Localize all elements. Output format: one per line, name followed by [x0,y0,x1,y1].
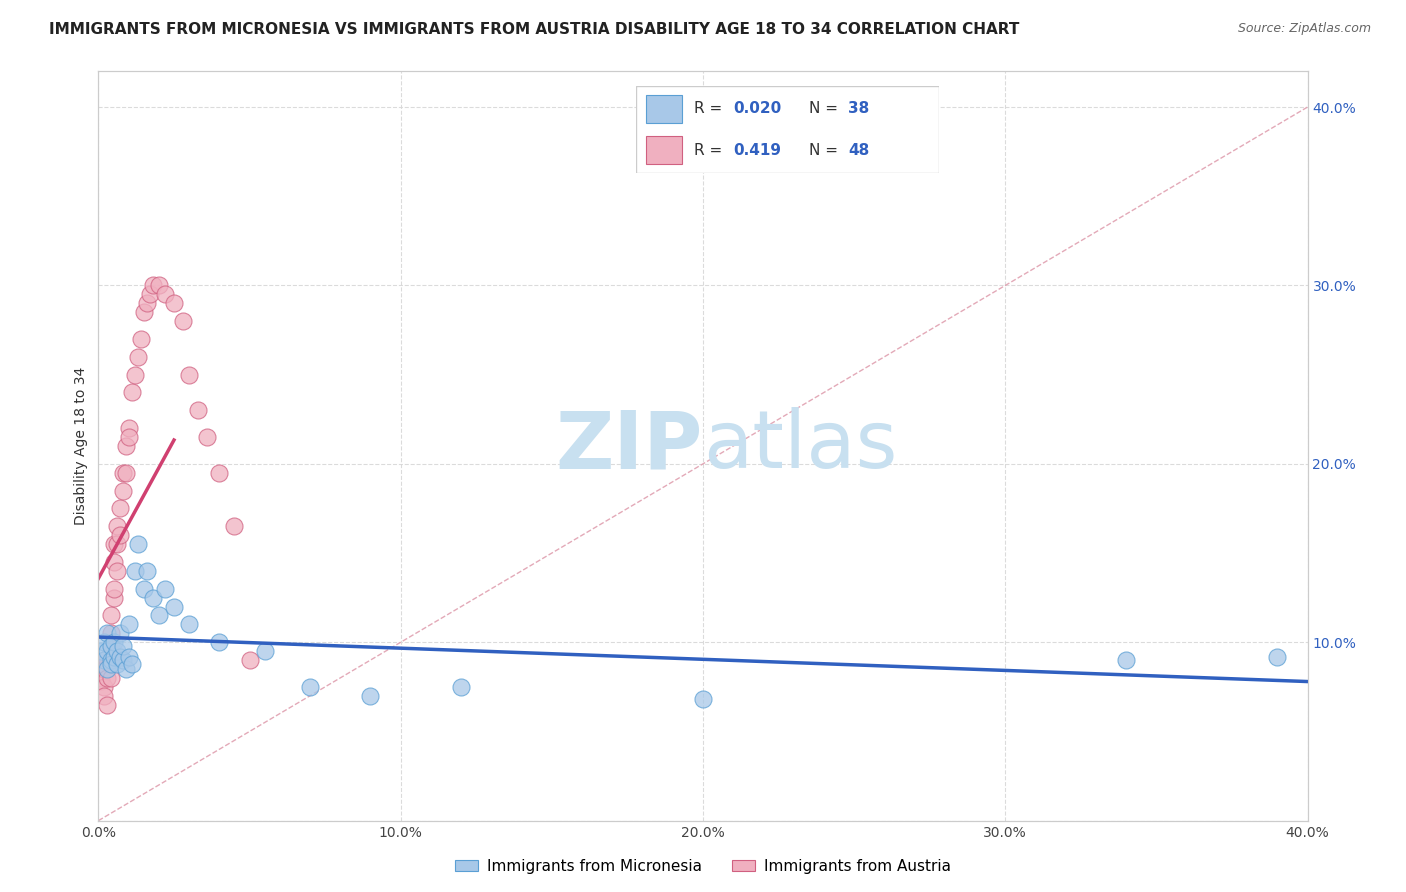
Point [111,639,134,653]
Point [239,653,262,667]
Point [100,657,122,671]
Point [114,466,136,480]
Point [129,332,152,346]
Point [118,421,141,435]
Point [103,635,125,649]
Point [253,644,276,658]
Point [111,483,134,498]
Point [118,617,141,632]
Point [121,657,143,671]
Point [132,305,155,319]
Point [124,564,146,578]
Point [208,635,231,649]
Point [103,537,125,551]
Point [142,591,165,605]
Point [360,689,382,703]
Point [127,350,149,364]
Point [127,537,149,551]
Point [90,674,112,689]
Point [90,662,112,676]
Point [90,671,112,685]
Point [148,278,170,293]
Point [100,608,122,623]
Point [96,653,118,667]
Point [105,537,128,551]
Point [111,653,134,667]
Point [105,564,128,578]
Text: atlas: atlas [703,407,897,485]
Point [1267,649,1289,664]
Point [108,626,131,640]
Point [93,635,115,649]
Point [103,591,125,605]
Point [450,680,472,694]
Point [299,680,322,694]
Point [96,644,118,658]
Point [124,368,146,382]
Point [187,403,209,417]
Point [103,555,125,569]
Point [93,653,115,667]
Text: ZIP: ZIP [555,407,703,485]
Point [105,519,128,533]
Point [163,296,186,310]
Y-axis label: Disability Age 18 to 34: Disability Age 18 to 34 [75,367,89,525]
Point [163,599,186,614]
Text: Source: ZipAtlas.com: Source: ZipAtlas.com [1237,22,1371,36]
Point [153,582,176,596]
Point [111,466,134,480]
Point [692,692,714,706]
Point [208,466,231,480]
Point [103,582,125,596]
Point [100,639,122,653]
Text: IMMIGRANTS FROM MICRONESIA VS IMMIGRANTS FROM AUSTRIA DISABILITY AGE 18 TO 34 CO: IMMIGRANTS FROM MICRONESIA VS IMMIGRANTS… [49,22,1019,37]
Point [135,296,157,310]
Point [100,644,122,658]
Point [90,644,112,658]
Point [121,385,143,400]
Point [96,698,118,712]
Point [114,439,136,453]
Point [139,287,162,301]
Point [224,519,246,533]
Point [93,680,115,694]
Point [96,626,118,640]
Point [96,662,118,676]
Point [100,653,122,667]
Point [135,564,157,578]
Point [118,430,141,444]
Point [96,662,118,676]
Point [114,662,136,676]
Legend: Immigrants from Micronesia, Immigrants from Austria: Immigrants from Micronesia, Immigrants f… [449,853,957,880]
Point [93,689,115,703]
Point [93,662,115,676]
Point [142,278,165,293]
Point [93,653,115,667]
Point [105,644,128,658]
Point [148,608,170,623]
Point [100,626,122,640]
Point [179,617,201,632]
Point [195,430,218,444]
Point [132,582,155,596]
Point [1115,653,1137,667]
Point [172,314,194,328]
Point [118,649,141,664]
Point [179,368,201,382]
Point [100,671,122,685]
Point [108,649,131,664]
Point [153,287,176,301]
Point [105,657,128,671]
Point [108,501,131,516]
Point [103,649,125,664]
Point [108,528,131,542]
Point [96,671,118,685]
